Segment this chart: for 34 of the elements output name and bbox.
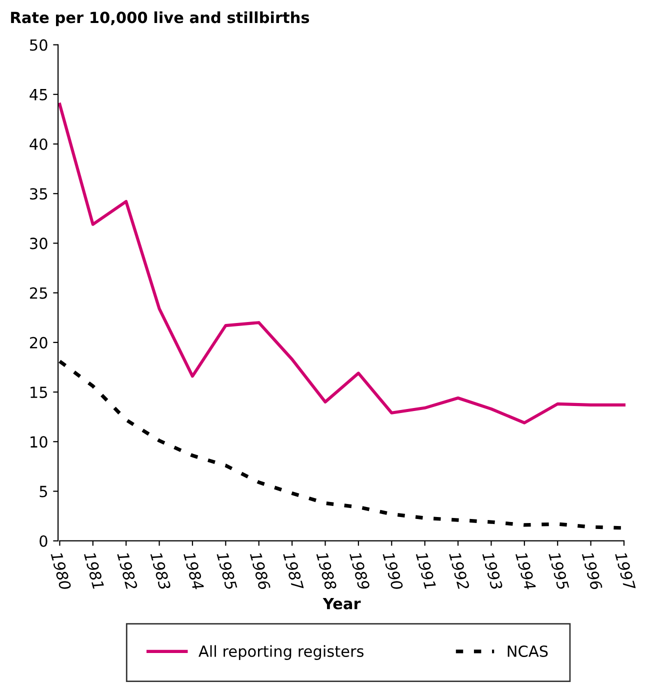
x-tick-label: 1981	[84, 551, 104, 589]
x-tick-label: 1986	[250, 551, 271, 591]
y-tick-label: 20	[30, 336, 48, 348]
x-tick-label: 1988	[316, 551, 337, 591]
x-tick-label: 1983	[150, 551, 171, 590]
x-tick-label: 1987	[282, 551, 304, 592]
x-axis-title: Year	[322, 598, 361, 610]
y-tick-label: 45	[30, 89, 47, 100]
y-tick-label: 40	[30, 138, 48, 150]
y-axis-title: Rate per 10,000 live and stillbirths	[11, 11, 310, 26]
x-tick-label: 1992	[448, 551, 470, 590]
x-tick-label: 1995	[548, 551, 570, 590]
x-tick-label: 1997	[614, 551, 636, 592]
x-tick-label: 1989	[349, 551, 370, 590]
x-tick-label: 1990	[382, 551, 404, 590]
y-tick-label: 5	[40, 486, 47, 498]
x-tick-label: 1996	[582, 551, 603, 591]
x-tick-label: 1994	[515, 551, 536, 590]
x-tick-label: 1993	[482, 551, 503, 590]
x-tick-label: 1985	[216, 551, 238, 590]
line-series	[58, 102, 626, 424]
y-tick-label: 15	[30, 386, 47, 398]
y-tick-label: 30	[30, 238, 48, 250]
x-tick-label: 1980	[50, 551, 72, 590]
legend-label: NCAS	[508, 645, 548, 658]
x-tick-label: 1984	[183, 551, 204, 590]
y-tick-label: 25	[30, 287, 47, 299]
y-tick-label: 0	[40, 535, 48, 547]
y-tick-label: 35	[30, 188, 47, 200]
y-tick-label: 10	[30, 436, 48, 448]
x-tick-label: 1982	[116, 551, 138, 590]
x-tick-label: 1991	[416, 551, 436, 589]
legend-label: All reporting registers	[198, 645, 364, 660]
y-tick-label: 50	[30, 39, 48, 51]
